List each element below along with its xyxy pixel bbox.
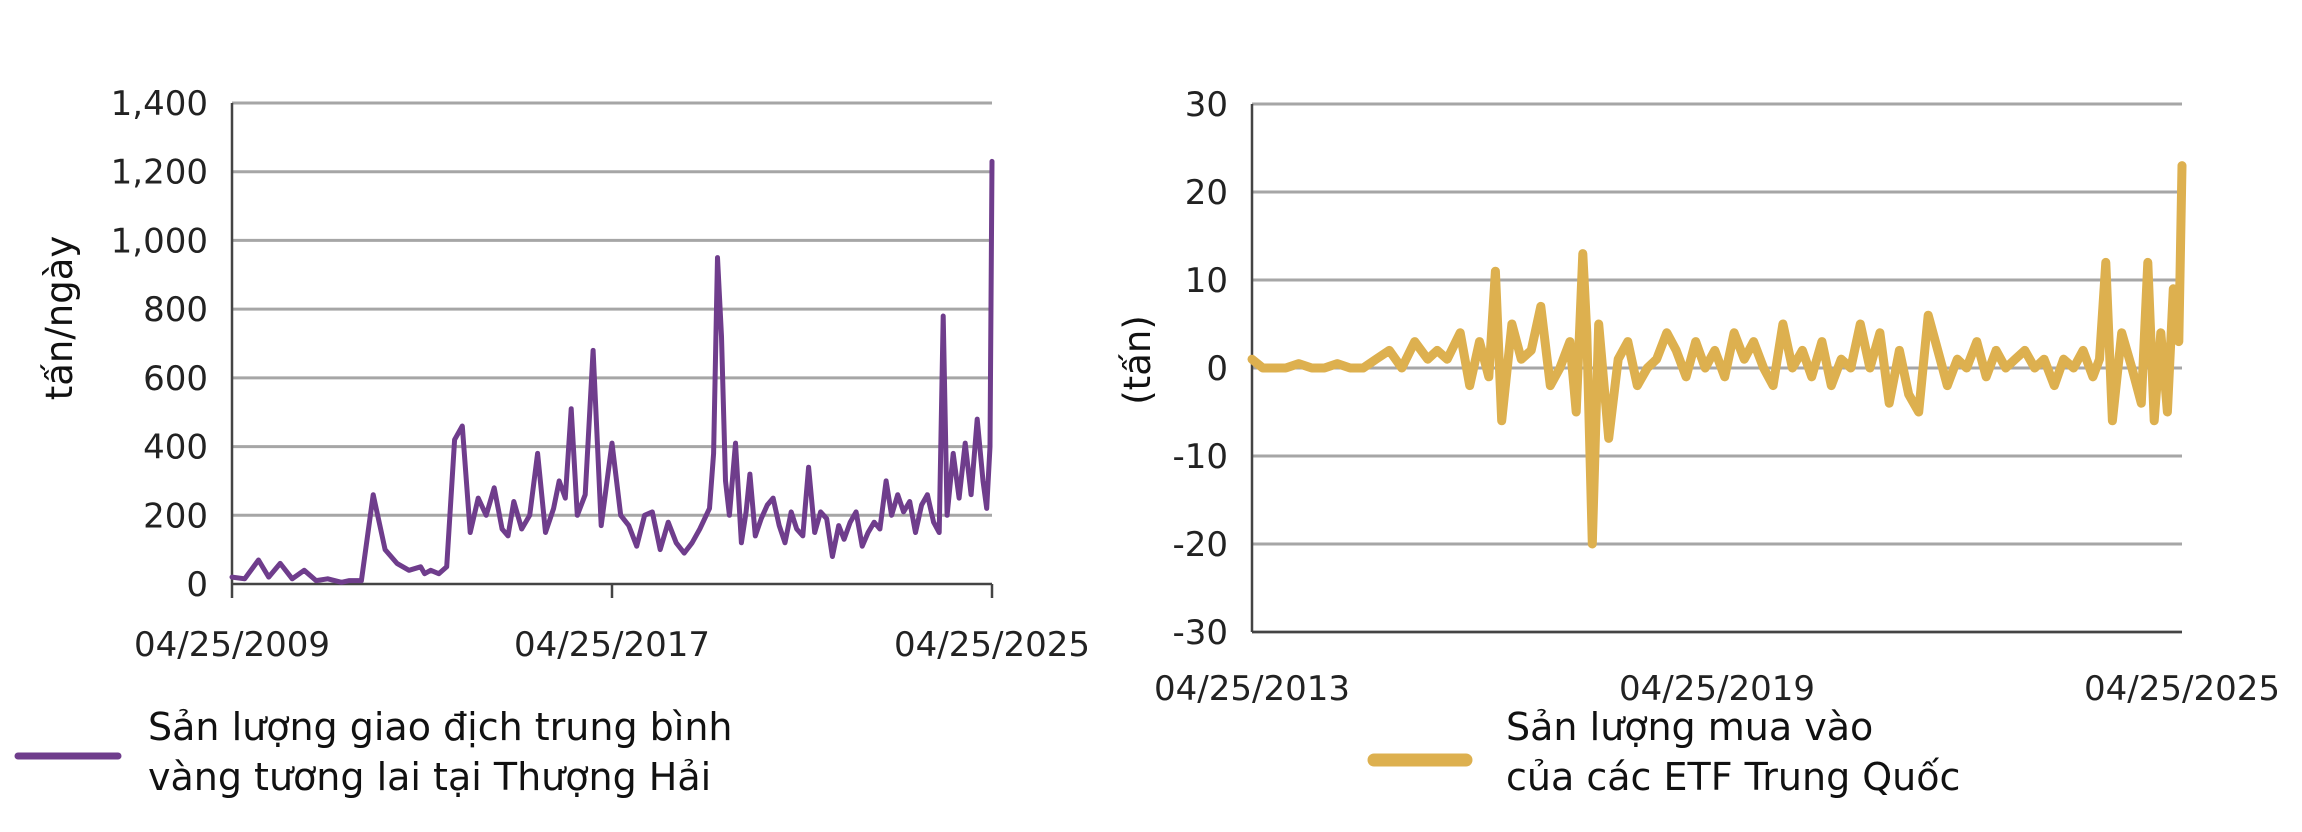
y-tick-label: -30 [1172,613,1228,653]
left-y-axis-label: tấn/ngày [38,236,81,401]
x-tick-label: 04/25/2009 [134,625,330,665]
left-legend-label-line1: Sản lượng giao địch trung bình [148,705,733,749]
right-y-axis-label: (tấn) [1116,315,1159,405]
x-tick-label: 04/25/2017 [514,625,710,665]
y-tick-label: -20 [1172,525,1228,565]
right-x-tick-labels: 04/25/2013 04/25/2019 04/25/2025 [1154,669,2280,709]
left-legend-label-line2: vàng tương lai tại Thượng Hải [148,755,711,799]
y-tick-label: 800 [143,290,208,330]
series-line [1247,161,2187,549]
y-tick-label: 400 [143,428,208,468]
y-tick-label: 1,200 [111,153,208,193]
left-series [229,158,995,585]
x-tick-label: 04/25/2013 [1154,669,1350,709]
right-gridlines [1250,102,2182,634]
y-tick-label: 30 [1185,85,1228,125]
y-tick-label: 200 [143,496,208,536]
right-series [1247,161,2187,549]
right-y-tick-labels: -30 -20 -10 0 10 20 30 [1172,85,1228,653]
y-tick-label: 600 [143,359,208,399]
y-tick-label: 1,400 [111,84,208,124]
y-tick-label: 10 [1185,261,1228,301]
y-tick-label: 20 [1185,173,1228,213]
y-tick-label: 0 [186,565,208,605]
x-tick-label: 04/25/2025 [2084,669,2280,709]
right-legend-label-line2: của các ETF Trung Quốc [1506,755,1960,799]
y-tick-label: 0 [1206,349,1228,389]
left-legend: Sản lượng giao địch trung bình vàng tươn… [14,705,733,799]
y-tick-label: 1,000 [111,221,208,261]
series-line [229,158,995,585]
left-x-tick-labels: 04/25/2009 04/25/2017 04/25/2025 [134,625,1090,665]
right-legend: Sản lượng mua vào của các ETF Trung Quốc [1367,705,1960,799]
left-y-tick-labels: 0 200 400 600 800 1,000 1,200 1,400 [111,84,208,605]
y-tick-label: -10 [1172,437,1228,477]
right-legend-label-line1: Sản lượng mua vào [1506,705,1873,749]
x-tick-label: 04/25/2025 [894,625,1090,665]
x-tick-label: 04/25/2019 [1619,669,1815,709]
